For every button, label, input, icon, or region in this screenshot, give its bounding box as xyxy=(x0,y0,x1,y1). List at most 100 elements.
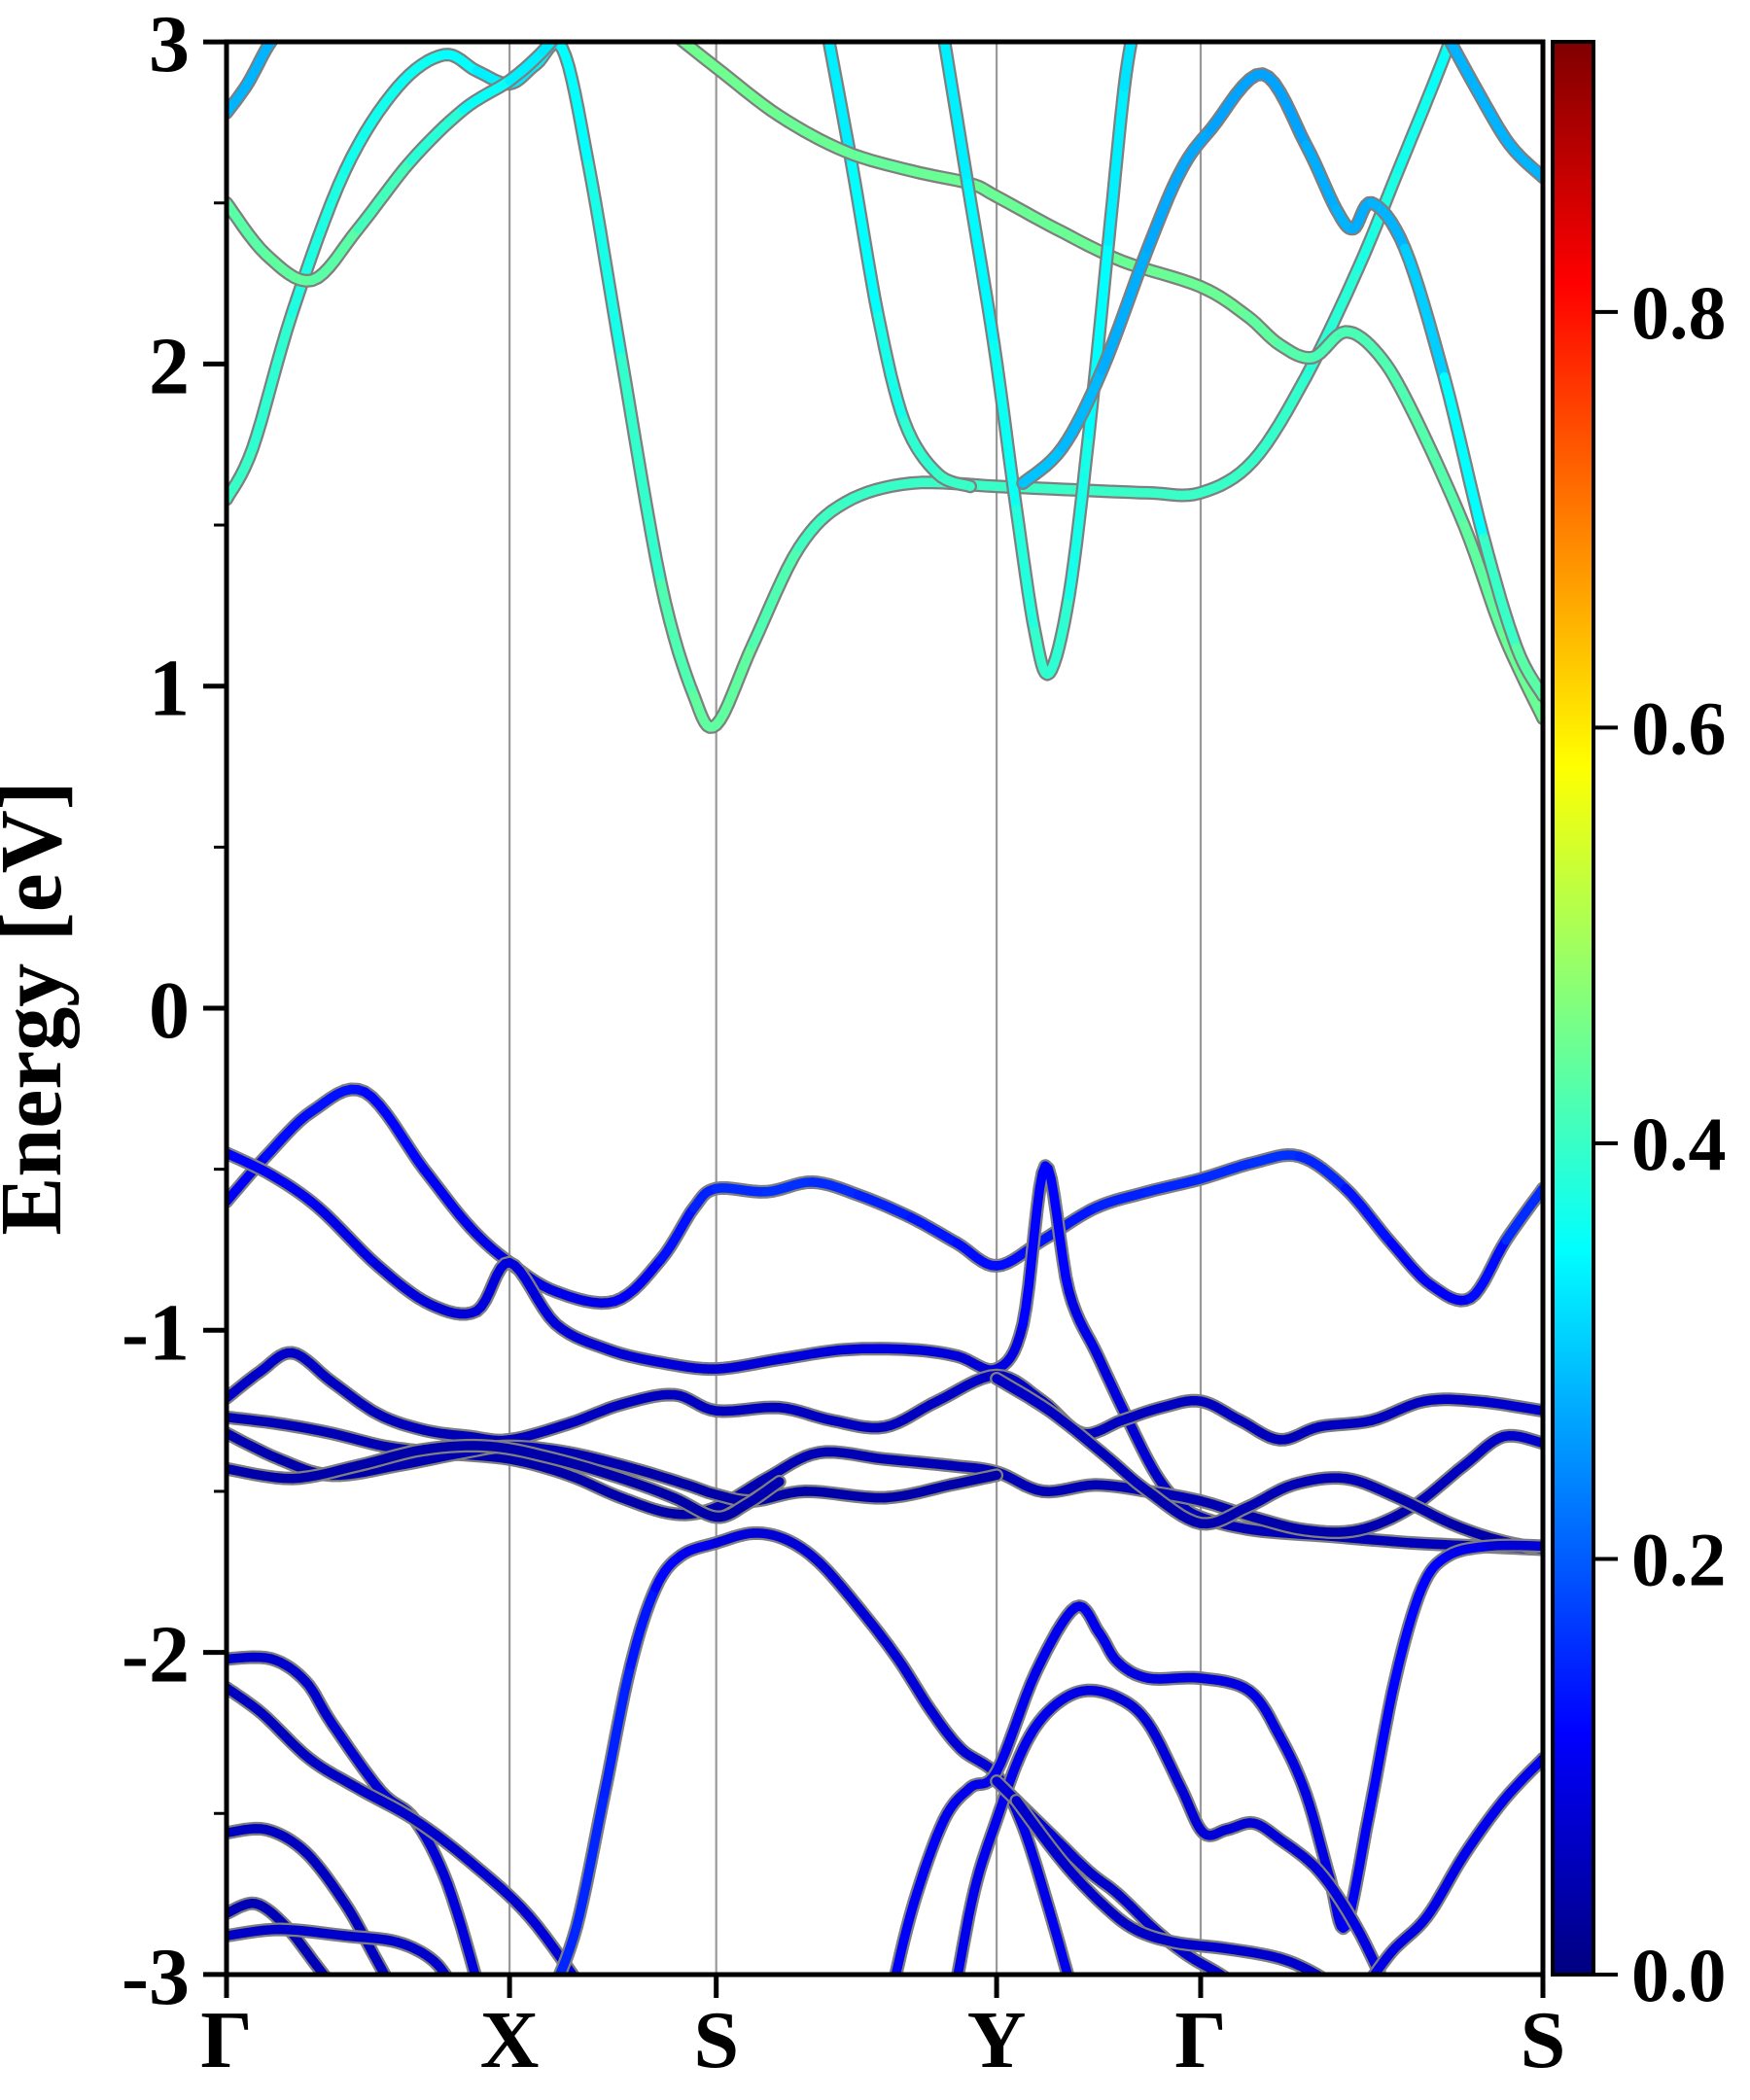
band-low-7 xyxy=(1112,1657,1153,1683)
y-tick-label-3: 3 xyxy=(149,0,190,89)
band-cond-2b xyxy=(847,159,883,321)
band-val-1 xyxy=(1465,1235,1511,1303)
band-val-7 xyxy=(1446,1519,1502,1545)
band-low-8 xyxy=(1314,1867,1361,1931)
band-val-1 xyxy=(307,1084,369,1116)
band-low-8 xyxy=(1044,1686,1087,1715)
y-tick-label-0: 0 xyxy=(149,965,190,1056)
band-cond-1 xyxy=(688,690,721,732)
band-cond-1 xyxy=(1426,42,1455,95)
band-val-4 xyxy=(1301,1524,1364,1537)
band-val-3 xyxy=(227,1367,264,1403)
band-val-2 xyxy=(550,1318,613,1354)
band-low-3 xyxy=(340,1899,379,1960)
band-val-5 xyxy=(227,1428,284,1464)
band-val-2 xyxy=(1172,1496,1206,1522)
band-val-1 xyxy=(1090,1187,1153,1213)
colorbar-tick-label-0.0: 0.0 xyxy=(1631,1933,1727,2017)
y-tick-label-2: 2 xyxy=(149,321,190,411)
band-low-1 xyxy=(327,1718,386,1796)
band-low-8 xyxy=(992,1744,1028,1825)
band-val-4 xyxy=(1037,1480,1101,1497)
band-low-11 xyxy=(1368,1946,1397,1975)
band-low-6-table xyxy=(625,1583,661,1670)
band-val-1 xyxy=(1294,1151,1350,1194)
band-cond-1 xyxy=(748,542,804,649)
band-val-2 xyxy=(992,1318,1028,1374)
band-low-8 xyxy=(953,1886,979,1975)
band-cond-2b xyxy=(823,42,857,169)
band-low-7 xyxy=(1244,1686,1284,1741)
band-val-3 xyxy=(616,1389,680,1410)
band-low-9 xyxy=(1182,1950,1226,1975)
band-val-6 xyxy=(353,1445,429,1471)
band-low-7 xyxy=(1443,1541,1495,1560)
band-low-2 xyxy=(409,1815,475,1867)
band-low-10 xyxy=(1097,1899,1140,1935)
band-cond-1 xyxy=(711,639,758,730)
band-cond-1 xyxy=(794,498,851,552)
band-val-5 xyxy=(682,1480,721,1500)
band-cond-3 xyxy=(1275,339,1317,363)
band-val-2 xyxy=(906,1345,962,1361)
band-cond-3 xyxy=(965,179,1001,201)
band-low-6-table xyxy=(892,1654,936,1715)
band-low-6-table xyxy=(650,1551,685,1593)
band-low-1 xyxy=(227,1652,276,1663)
band-val-3 xyxy=(1116,1403,1167,1425)
band-val-4 xyxy=(814,1447,890,1464)
x-tick-label-2-S: S xyxy=(693,1995,739,2085)
band-cond-4-valley xyxy=(1064,430,1094,601)
band-low-7 xyxy=(1070,1601,1104,1638)
band-low-7 xyxy=(1486,1540,1543,1552)
y-tick-label-1: 1 xyxy=(149,644,190,734)
band-edge-cond-6-hump xyxy=(1016,67,1543,703)
band-low-9 xyxy=(1112,1889,1160,1935)
band-cond-7 xyxy=(1445,42,1483,95)
band-cond-3 xyxy=(1374,349,1417,414)
band-cond-1 xyxy=(393,50,449,92)
band-val-1 xyxy=(906,1212,962,1248)
band-val-2 xyxy=(1123,1416,1160,1477)
y-tick-label--2: -2 xyxy=(122,1610,190,1700)
band-low-7 xyxy=(1094,1628,1123,1667)
band-cond-6-hump xyxy=(1207,69,1268,134)
band-cond-2 xyxy=(538,42,557,56)
band-val-2 xyxy=(1093,1351,1134,1425)
band-low-7 xyxy=(1031,1602,1081,1677)
band-low-8 xyxy=(1275,1835,1324,1876)
band-low-10 xyxy=(1011,1796,1068,1867)
band-cond-1 xyxy=(656,578,699,701)
band-cond-6-hump xyxy=(1058,366,1107,453)
band-cond-6-hump xyxy=(1400,243,1450,382)
band-val-1 xyxy=(1341,1183,1397,1248)
band-low-2 xyxy=(304,1754,362,1793)
band-low-7 xyxy=(1143,1672,1206,1684)
band-val-6 xyxy=(742,1477,785,1509)
band-cond-2b xyxy=(899,417,942,478)
band-val-2 xyxy=(774,1345,851,1364)
band-val-1 xyxy=(1037,1203,1101,1245)
band-val-5 xyxy=(393,1448,469,1471)
band-cond-1 xyxy=(840,478,916,508)
band-val-1 xyxy=(261,1106,317,1162)
band-val-6 xyxy=(550,1454,626,1484)
band-cond-1 xyxy=(616,353,666,588)
colorbar-ticks: 0.8 0.6 0.4 0.2 0.0 xyxy=(1593,270,1727,2017)
band-val-3 xyxy=(1314,1416,1377,1432)
band-val-4 xyxy=(274,1418,337,1439)
band-cond-3 xyxy=(840,146,916,176)
band-low-8 xyxy=(1112,1693,1153,1729)
band-low-11 xyxy=(1386,1911,1432,1957)
band-cond-1 xyxy=(340,82,402,176)
band-cond-3 xyxy=(676,42,721,73)
band-val-6 xyxy=(485,1441,561,1464)
band-low-8 xyxy=(1248,1818,1284,1844)
band-cond-2 xyxy=(353,156,416,234)
band-low-6-table xyxy=(1044,1905,1073,1975)
band-cond-4-valley xyxy=(962,179,999,350)
band-val-1 xyxy=(711,1183,771,1197)
band-val-4 xyxy=(616,1492,680,1519)
band-val-1 xyxy=(1196,1158,1258,1184)
